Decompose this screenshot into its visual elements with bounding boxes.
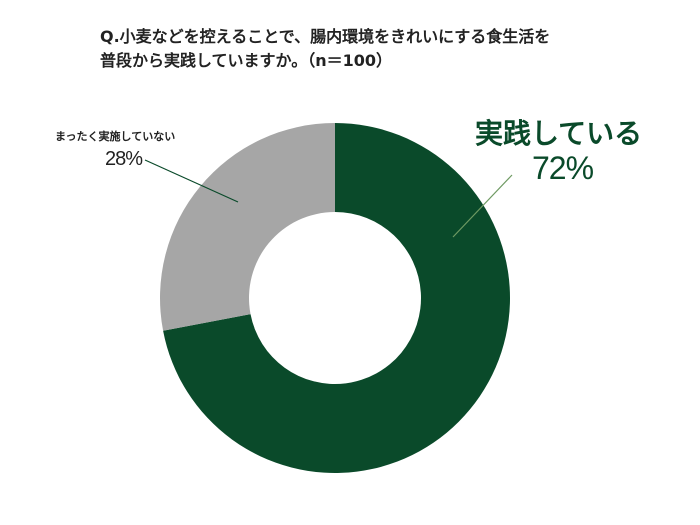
slice-label-practicing: 実践している — [475, 117, 643, 150]
leader-line-practicing — [452, 174, 513, 238]
title-line-2: 普段から実践していますか。（n＝100） — [100, 51, 392, 70]
title-line-1: Q.小麦などを控えることで、腸内環境をきれいにする食生活を — [100, 27, 551, 46]
slice-practicing — [163, 123, 510, 473]
chart-title: Q.小麦などを控えることで、腸内環境をきれいにする食生活を 普段から実践していま… — [100, 25, 620, 73]
slice-value-practicing: 72% — [532, 150, 594, 186]
leader-line-not-practicing — [144, 159, 239, 203]
slice-value-not-practicing: 28% — [105, 148, 143, 170]
slice-label-not-practicing: まったく実施していない — [55, 130, 176, 143]
slice-not-practicing — [159, 123, 335, 331]
